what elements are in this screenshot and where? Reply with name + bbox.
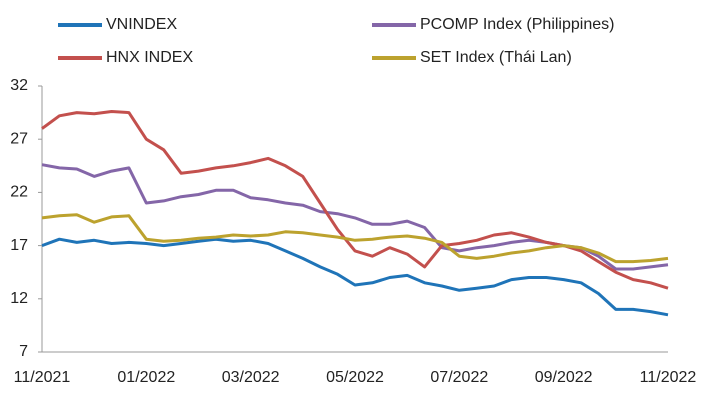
x-tick-label: 09/2022 — [535, 369, 593, 386]
series-line — [41, 237, 669, 317]
x-tick-label: 03/2022 — [222, 369, 280, 386]
series-line — [41, 163, 669, 271]
x-tick-label: 11/2021 — [14, 369, 71, 386]
y-tick-label: 27 — [10, 130, 28, 147]
legend-label: VNINDEX — [106, 16, 177, 33]
y-tick-label: 17 — [10, 237, 28, 254]
series-line — [41, 213, 669, 264]
series-line — [41, 110, 669, 290]
x-tick-label: 07/2022 — [430, 369, 488, 386]
legend-label: SET Index (Thái Lan) — [420, 49, 572, 66]
legend-label: HNX INDEX — [106, 49, 193, 66]
x-tick-label: 11/2022 — [640, 369, 697, 386]
y-tick-label: 7 — [19, 343, 28, 360]
y-tick-label: 32 — [10, 77, 28, 94]
legend-label: PCOMP Index (Philippines) — [420, 16, 614, 33]
y-tick-label: 22 — [10, 184, 28, 201]
x-tick-label: 05/2022 — [326, 369, 384, 386]
x-tick-label: 01/2022 — [117, 369, 175, 386]
y-tick-label: 12 — [10, 290, 28, 307]
